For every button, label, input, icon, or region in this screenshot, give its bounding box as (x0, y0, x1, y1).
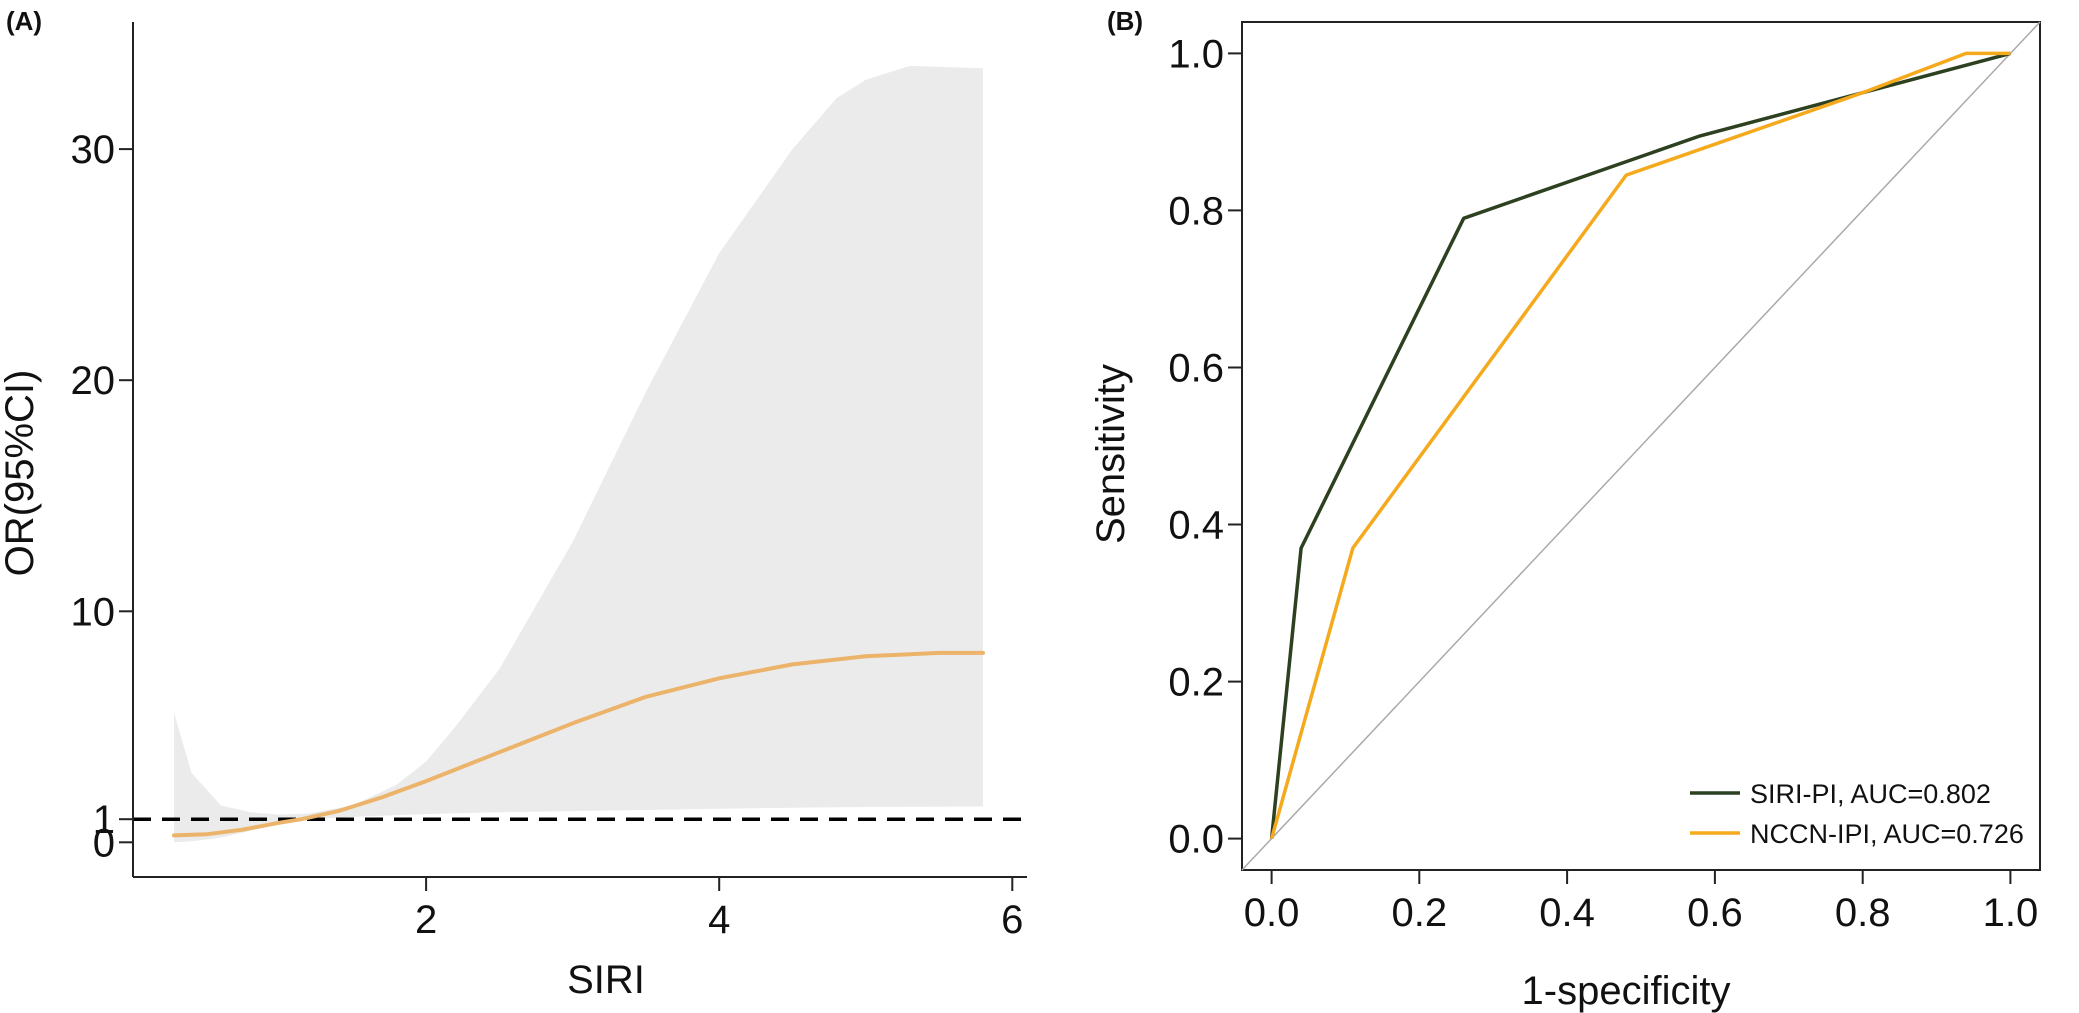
legend-label-siri-pi: SIRI-PI, AUC=0.802 (1750, 779, 1991, 809)
roc-line-nccn-ipi (1269, 51, 2011, 840)
x-axis-label: 1-specificity (1522, 969, 1731, 1013)
y-tick-label: 1 (93, 798, 115, 842)
x-tick-label: 0.0 (1244, 891, 1300, 935)
y-axis-ticks: 0.0 0.2 0.4 0.6 0.8 1.0 (1168, 32, 1242, 862)
x-axis-label: SIRI (567, 958, 645, 1002)
x-axis-ticks: 2 4 6 (415, 877, 1023, 942)
panel-b-roc-curves: (B) 0.0 0.2 0.4 0.6 0.8 1.0 0.0 0.2 0.4 0.6 0.8 1.… (1089, 6, 2041, 1013)
panel-b-label: (B) (1107, 6, 1143, 36)
x-tick-label: 0.8 (1835, 891, 1891, 935)
y-tick-label: 0.2 (1168, 661, 1224, 705)
panel-a-label: (A) (6, 6, 42, 36)
y-axis-label: Sensitivity (1089, 364, 1133, 544)
roc-series (1269, 51, 2011, 840)
x-tick-label: 1.0 (1983, 891, 2039, 935)
chance-diagonal (1241, 21, 2041, 871)
x-tick-label: 4 (708, 898, 730, 942)
roc-line-siri-pi (1269, 51, 2011, 839)
y-tick-label: 0.4 (1168, 504, 1224, 548)
confidence-interval-band (174, 65, 983, 843)
y-tick-label: 20 (71, 359, 116, 403)
x-tick-label: 0.2 (1391, 891, 1447, 935)
y-tick-label: 0.8 (1168, 189, 1224, 233)
y-tick-label: 0.0 (1168, 818, 1224, 862)
x-tick-label: 6 (1001, 898, 1023, 942)
y-tick-label: 10 (71, 590, 116, 634)
x-axis-ticks: 0.0 0.2 0.4 0.6 0.8 1.0 (1244, 870, 2038, 935)
y-tick-label: 0 (93, 821, 115, 865)
x-tick-label: 0.4 (1539, 891, 1595, 935)
y-tick-label: 1.0 (1168, 32, 1224, 76)
panel-a-restricted-cubic-spline: (A) 2 4 6 01 10 20 30 SIRI OR(95%CI) (0, 6, 1027, 1002)
y-axis-label: OR(95%CI) (0, 370, 42, 577)
y-tick-label: 30 (71, 128, 116, 172)
x-tick-label: 2 (415, 898, 437, 942)
plot-frame (1241, 21, 2041, 871)
legend: SIRI-PI, AUC=0.802 NCCN-IPI, AUC=0.726 (1690, 779, 2024, 849)
or-curve (172, 650, 985, 838)
y-axis-ticks: 01 10 20 30 (71, 128, 133, 865)
y-tick-label: 0.6 (1168, 347, 1224, 391)
legend-label-nccn-ipi: NCCN-IPI, AUC=0.726 (1750, 819, 2024, 849)
x-tick-label: 0.6 (1687, 891, 1743, 935)
